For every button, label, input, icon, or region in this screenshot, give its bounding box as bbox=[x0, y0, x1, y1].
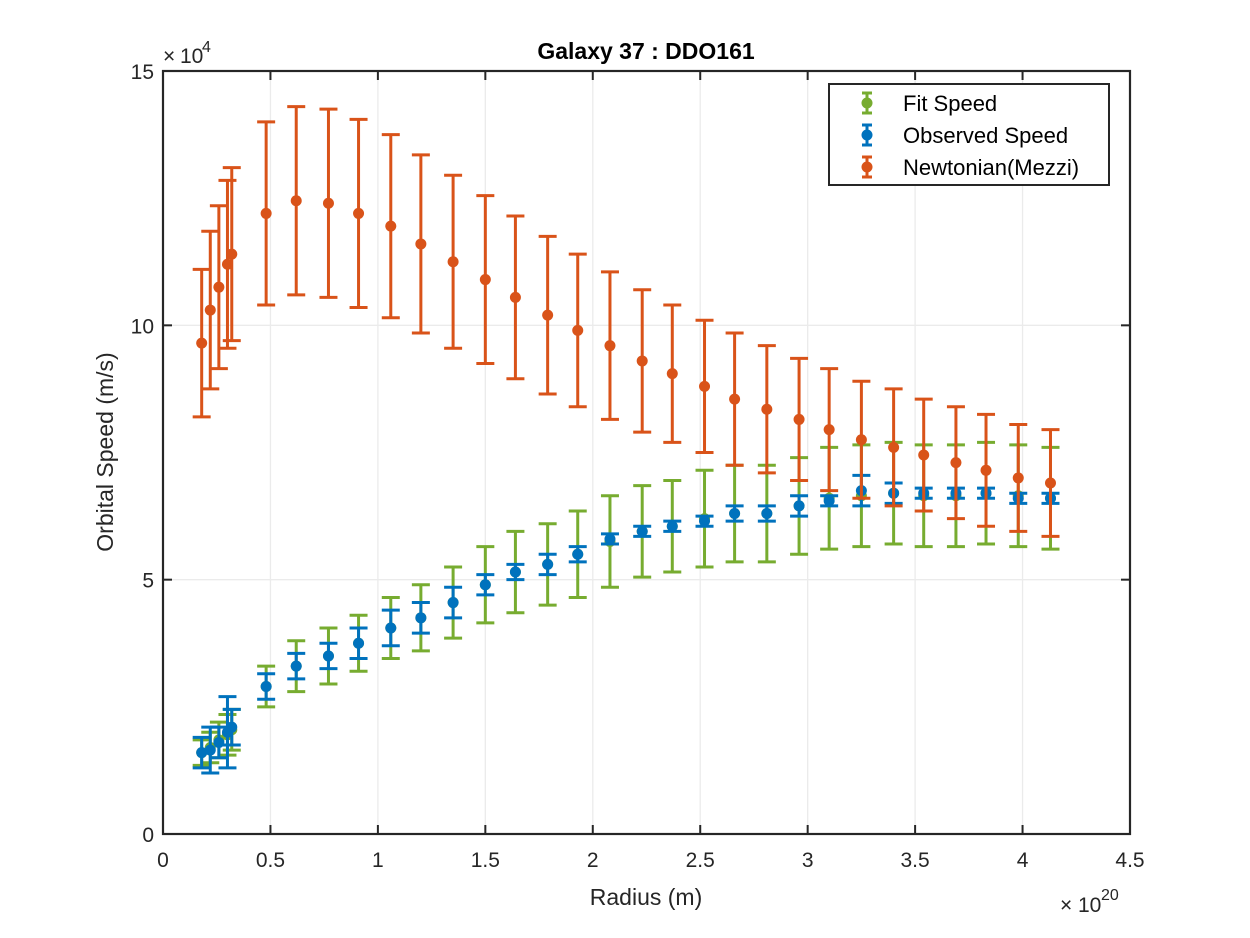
x-tick-label: 0 bbox=[157, 849, 169, 872]
x-axis-label: Radius (m) bbox=[590, 884, 702, 910]
data-point bbox=[290, 660, 302, 672]
plot-area bbox=[163, 71, 1130, 834]
legend-label: Newtonian(Mezzi) bbox=[903, 155, 1079, 180]
data-point bbox=[322, 197, 334, 209]
svg-text:×: × bbox=[1060, 894, 1072, 917]
x-tick-label: 0.5 bbox=[256, 849, 285, 872]
series bbox=[192, 105, 1060, 538]
data-point bbox=[204, 744, 216, 756]
y-axis-multiplier: × 10 4 bbox=[163, 39, 211, 68]
data-point bbox=[353, 207, 365, 219]
data-point bbox=[385, 220, 397, 232]
data-point bbox=[290, 195, 302, 207]
data-point bbox=[636, 355, 648, 367]
legend-marker-dot bbox=[861, 161, 873, 173]
data-point bbox=[666, 520, 678, 532]
data-point bbox=[666, 368, 678, 380]
x-multiplier-exponent: 20 bbox=[1101, 887, 1119, 904]
data-point bbox=[604, 533, 616, 545]
data-point bbox=[415, 612, 427, 624]
x-tick-label: 2.5 bbox=[686, 849, 715, 872]
data-point bbox=[479, 274, 491, 286]
data-point bbox=[604, 340, 616, 352]
x-tick-label: 2 bbox=[587, 849, 599, 872]
data-point bbox=[542, 309, 554, 321]
legend: Fit Speed Observed Speed Newtonian(Mezzi) bbox=[828, 83, 1110, 186]
legend-item: Fit Speed bbox=[861, 91, 997, 116]
legend-item: Newtonian(Mezzi) bbox=[861, 155, 1079, 180]
x-axis-multiplier: × 10 20 bbox=[1060, 887, 1119, 917]
data-point bbox=[572, 324, 584, 336]
legend-box bbox=[828, 83, 1110, 186]
data-point bbox=[980, 464, 992, 476]
y-tick-label: 15 bbox=[131, 61, 154, 84]
data-point bbox=[729, 393, 741, 405]
data-point bbox=[479, 579, 491, 591]
x-tick-label: 4.5 bbox=[1115, 849, 1144, 872]
axes-box bbox=[161, 69, 1132, 836]
data-point bbox=[353, 637, 365, 649]
data-point bbox=[1044, 477, 1056, 489]
data-point bbox=[761, 403, 773, 415]
data-point bbox=[636, 525, 648, 537]
x-tick-label: 4 bbox=[1017, 849, 1029, 872]
chart-title: Galaxy 37 : DDO161 bbox=[537, 38, 755, 64]
y-multiplier-exponent: 4 bbox=[202, 39, 211, 56]
x-tick-label: 1 bbox=[372, 849, 384, 872]
data-point bbox=[226, 721, 238, 733]
data-point bbox=[699, 515, 711, 527]
data-point bbox=[729, 508, 741, 520]
data-point bbox=[221, 258, 233, 270]
data-point bbox=[213, 736, 225, 748]
data-point bbox=[1012, 472, 1024, 484]
data-point bbox=[196, 337, 208, 349]
data-series bbox=[192, 105, 1060, 775]
legend-item: Observed Speed bbox=[861, 123, 1068, 148]
y-tick-label: 10 bbox=[131, 315, 154, 338]
data-point bbox=[196, 747, 208, 759]
data-point bbox=[855, 434, 867, 446]
data-point bbox=[204, 304, 216, 316]
data-point bbox=[260, 680, 272, 692]
x-multiplier-base: 10 bbox=[1078, 894, 1101, 917]
y-axis-label: Orbital Speed (m/s) bbox=[92, 352, 118, 551]
data-point bbox=[322, 650, 334, 662]
data-point bbox=[699, 380, 711, 392]
data-point bbox=[226, 248, 238, 260]
data-point bbox=[260, 207, 272, 219]
data-point bbox=[509, 566, 521, 578]
data-point bbox=[918, 449, 930, 461]
y-tick-label: 0 bbox=[142, 824, 154, 847]
axis-ticks: 0 0.5 1 1.5 2 2.5 3 3.5 4 4.5 0 5 10 15 bbox=[131, 61, 1145, 872]
data-point bbox=[950, 457, 962, 469]
data-point bbox=[385, 622, 397, 634]
legend-label: Observed Speed bbox=[903, 123, 1068, 148]
data-point bbox=[415, 238, 427, 250]
data-point bbox=[761, 508, 773, 520]
x-tick-label: 3 bbox=[802, 849, 814, 872]
grid bbox=[163, 71, 1130, 834]
data-point bbox=[447, 597, 459, 609]
data-point bbox=[823, 495, 835, 507]
svg-text:×: × bbox=[163, 45, 175, 68]
y-tick-label: 5 bbox=[142, 570, 154, 593]
legend-label: Fit Speed bbox=[903, 91, 997, 116]
data-point bbox=[793, 413, 805, 425]
data-point bbox=[572, 548, 584, 560]
data-point bbox=[888, 441, 900, 453]
data-point bbox=[823, 424, 835, 436]
data-point bbox=[509, 291, 521, 303]
legend-marker-dot bbox=[861, 97, 873, 109]
data-point bbox=[447, 256, 459, 268]
data-point bbox=[542, 558, 554, 570]
x-tick-label: 3.5 bbox=[901, 849, 930, 872]
legend-marker-dot bbox=[861, 129, 873, 141]
data-point bbox=[793, 500, 805, 512]
y-multiplier-base: 10 bbox=[180, 45, 203, 68]
data-point bbox=[213, 281, 225, 293]
x-tick-label: 1.5 bbox=[471, 849, 500, 872]
